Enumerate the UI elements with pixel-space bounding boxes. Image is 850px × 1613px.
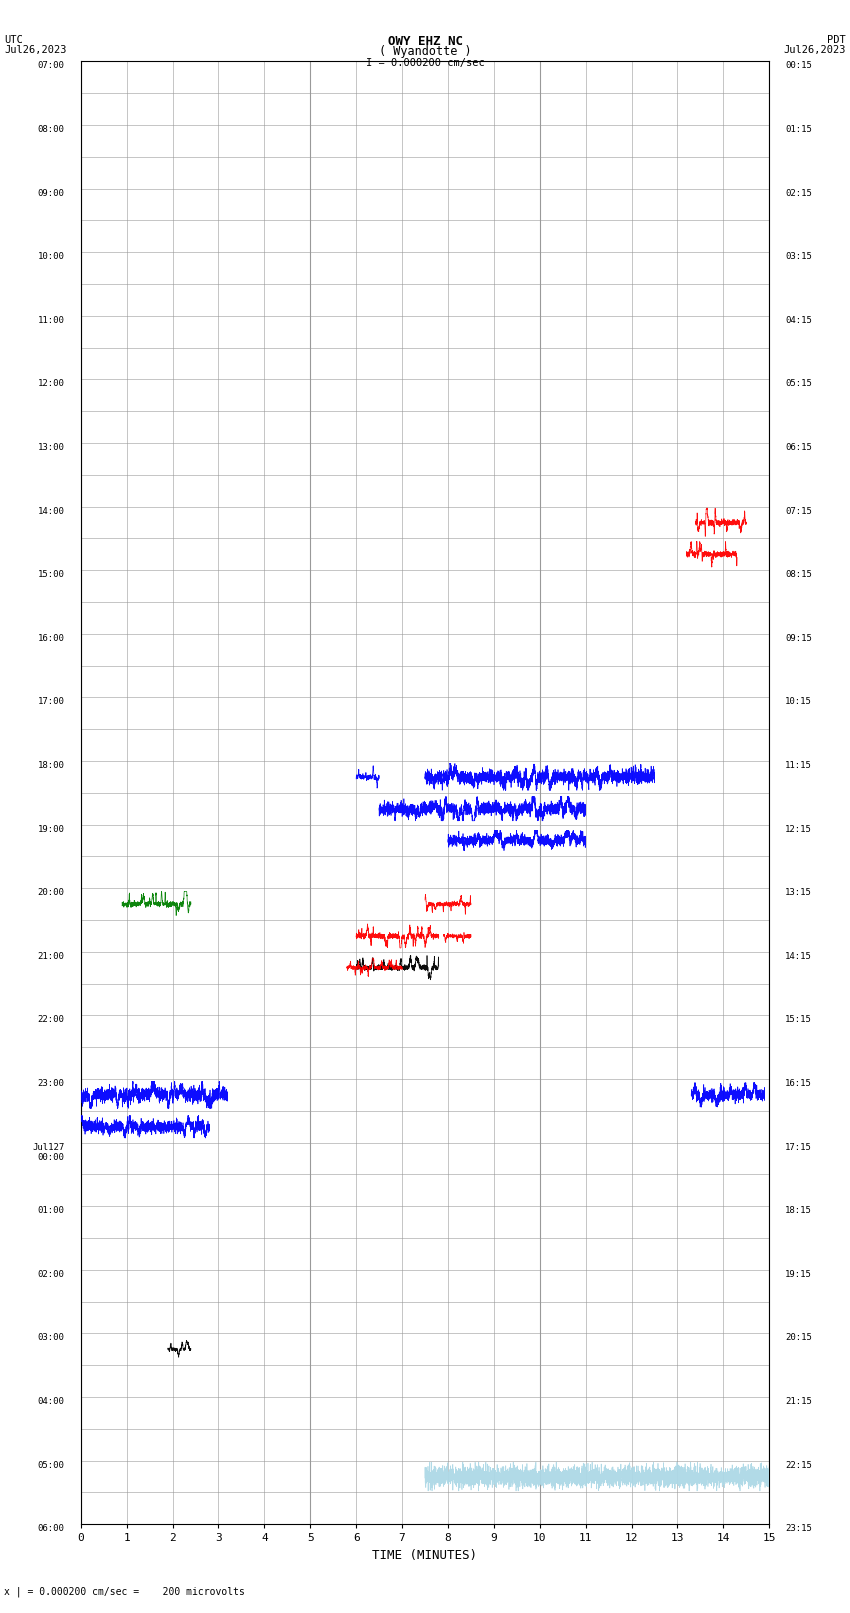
Text: 10:00: 10:00 [37, 252, 65, 261]
Text: 18:15: 18:15 [785, 1207, 813, 1215]
Text: 23:15: 23:15 [785, 1524, 813, 1534]
Text: 00:15: 00:15 [785, 61, 813, 71]
Text: 20:00: 20:00 [37, 889, 65, 897]
Text: x | = 0.000200 cm/sec =    200 microvolts: x | = 0.000200 cm/sec = 200 microvolts [4, 1586, 245, 1597]
Text: 17:15: 17:15 [785, 1142, 813, 1152]
Text: 22:15: 22:15 [785, 1461, 813, 1469]
Text: 18:00: 18:00 [37, 761, 65, 769]
Text: 04:00: 04:00 [37, 1397, 65, 1407]
Text: 08:00: 08:00 [37, 124, 65, 134]
Text: 19:15: 19:15 [785, 1269, 813, 1279]
Text: 11:15: 11:15 [785, 761, 813, 769]
Text: 15:00: 15:00 [37, 569, 65, 579]
Text: 14:15: 14:15 [785, 952, 813, 961]
Text: 02:15: 02:15 [785, 189, 813, 197]
Text: 17:00: 17:00 [37, 697, 65, 706]
Text: Jul26,2023: Jul26,2023 [783, 45, 846, 55]
Text: OWY EHZ NC: OWY EHZ NC [388, 35, 462, 48]
Text: 05:15: 05:15 [785, 379, 813, 389]
Text: ( Wyandotte ): ( Wyandotte ) [379, 45, 471, 58]
Text: 16:15: 16:15 [785, 1079, 813, 1089]
Text: 02:00: 02:00 [37, 1269, 65, 1279]
Text: 01:15: 01:15 [785, 124, 813, 134]
X-axis label: TIME (MINUTES): TIME (MINUTES) [372, 1548, 478, 1561]
Text: Jul26,2023: Jul26,2023 [4, 45, 67, 55]
Text: 19:00: 19:00 [37, 824, 65, 834]
Text: 05:00: 05:00 [37, 1461, 65, 1469]
Text: 23:00: 23:00 [37, 1079, 65, 1089]
Text: 06:00: 06:00 [37, 1524, 65, 1534]
Text: UTC: UTC [4, 35, 23, 45]
Text: Jul127
00:00: Jul127 00:00 [32, 1142, 65, 1161]
Text: 15:15: 15:15 [785, 1016, 813, 1024]
Text: 11:00: 11:00 [37, 316, 65, 324]
Text: 21:00: 21:00 [37, 952, 65, 961]
Text: 07:00: 07:00 [37, 61, 65, 71]
Text: PDT: PDT [827, 35, 846, 45]
Text: 03:15: 03:15 [785, 252, 813, 261]
Text: 12:00: 12:00 [37, 379, 65, 389]
Text: 09:15: 09:15 [785, 634, 813, 642]
Text: 06:15: 06:15 [785, 444, 813, 452]
Text: 07:15: 07:15 [785, 506, 813, 516]
Text: 14:00: 14:00 [37, 506, 65, 516]
Text: 12:15: 12:15 [785, 824, 813, 834]
Text: 16:00: 16:00 [37, 634, 65, 642]
Text: 21:15: 21:15 [785, 1397, 813, 1407]
Text: 10:15: 10:15 [785, 697, 813, 706]
Text: 13:15: 13:15 [785, 889, 813, 897]
Text: 04:15: 04:15 [785, 316, 813, 324]
Text: 20:15: 20:15 [785, 1334, 813, 1342]
Text: 13:00: 13:00 [37, 444, 65, 452]
Text: 22:00: 22:00 [37, 1016, 65, 1024]
Text: 03:00: 03:00 [37, 1334, 65, 1342]
Text: 08:15: 08:15 [785, 569, 813, 579]
Text: 09:00: 09:00 [37, 189, 65, 197]
Text: I = 0.000200 cm/sec: I = 0.000200 cm/sec [366, 58, 484, 68]
Text: 01:00: 01:00 [37, 1207, 65, 1215]
